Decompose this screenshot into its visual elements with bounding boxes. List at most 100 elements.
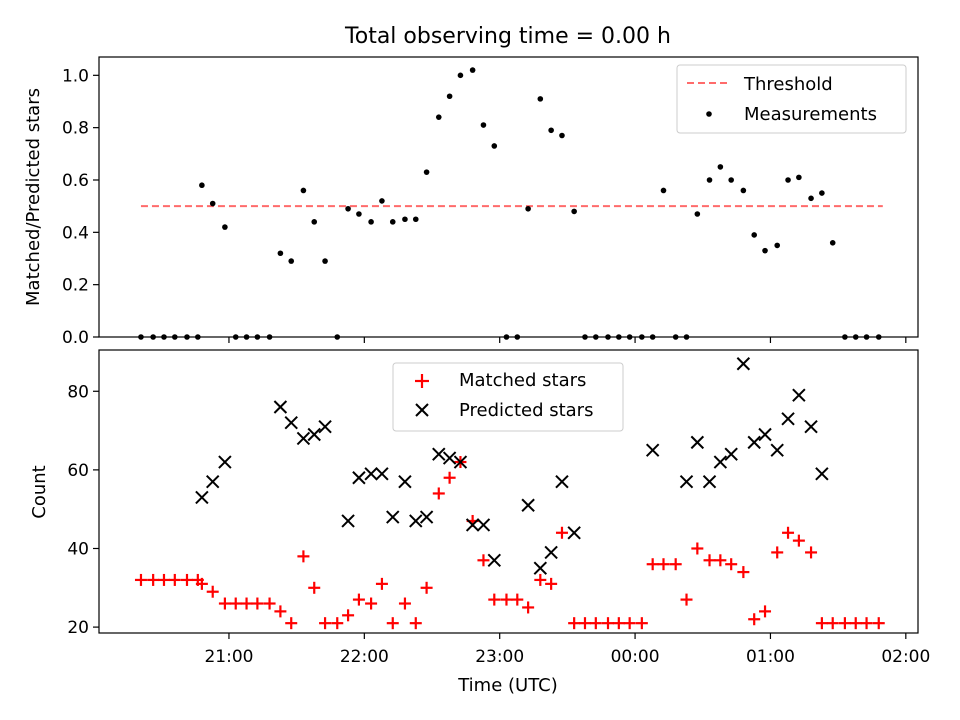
matched-stars-point — [500, 593, 513, 606]
matched-stars-point — [147, 573, 160, 586]
matched-stars-point — [488, 593, 501, 606]
matched-stars-point — [578, 617, 591, 630]
measurements-point — [660, 187, 667, 194]
count-y-axis-label: Count — [29, 465, 50, 518]
ratio-y-tick-label: 0.4 — [62, 223, 89, 243]
measurements-point — [412, 216, 419, 223]
legend-predicted-label: Predicted stars — [459, 400, 593, 421]
matched-stars-point — [365, 597, 378, 610]
predicted-stars-point — [781, 412, 795, 426]
predicted-stars-point — [453, 455, 468, 469]
matched-stars-point — [168, 573, 181, 586]
predicted-stars-point — [713, 455, 728, 469]
predicted-stars-point — [521, 498, 535, 512]
matched-stars-point — [623, 617, 636, 630]
matched-stars-point — [522, 601, 535, 614]
matched-stars-point — [860, 617, 873, 630]
count-legend-frame — [392, 362, 624, 432]
ratio-y-tick-label: 0.0 — [62, 328, 89, 348]
matched-stars-point — [134, 573, 147, 586]
ratio-legend: Threshold Measurements — [676, 64, 907, 134]
ratio-panel: 0.0 0.2 0.4 0.6 0.8 1.0 Matched/Predicted sta… — [23, 56, 919, 348]
measurements-point — [559, 132, 565, 139]
x-tick-label: 21:00 — [204, 647, 253, 667]
measurements-point — [728, 177, 734, 183]
matched-stars-point — [771, 546, 784, 559]
measurements-point — [402, 216, 408, 223]
measurements-point — [571, 208, 577, 215]
matched-stars-point — [612, 617, 625, 630]
predicted-stars-point — [419, 510, 434, 524]
ratio-axes-frame — [98, 56, 919, 338]
measurements-point — [199, 182, 205, 189]
predicted-stars-point — [409, 514, 423, 528]
matched-stars-point — [206, 585, 219, 598]
matched-stars-point — [157, 573, 170, 586]
matched-stars-point — [308, 581, 321, 594]
predicted-stars-point — [487, 553, 501, 567]
ratio-y-tick-label: 0.6 — [62, 171, 89, 191]
predicted-stars-point — [273, 400, 288, 414]
measurements-point — [356, 211, 362, 217]
predicted-stars-point — [432, 447, 446, 461]
measurements-point — [706, 177, 713, 183]
predicted-stars-point — [318, 419, 332, 434]
x-tick-label: 22:00 — [340, 647, 389, 667]
measurements-point — [389, 219, 396, 225]
predicted-stars-point — [770, 443, 784, 457]
matched-stars-point — [555, 526, 568, 539]
predicted-stars-point — [815, 467, 829, 481]
measurements-point — [694, 211, 701, 217]
count-x-ticks: 21:00 22:00 23:00 00:00 01:00 02:00 — [204, 633, 930, 667]
measurements-point — [740, 187, 747, 194]
matched-stars-point — [680, 593, 693, 606]
matched-stars-point — [195, 577, 208, 590]
predicted-stars-point — [804, 419, 818, 434]
predicted-stars-point — [206, 474, 220, 489]
ratio-legend-frame — [676, 64, 907, 134]
count-plot-area — [134, 357, 885, 630]
ratio-y-axis-label: Matched/Predicted stars — [23, 88, 44, 306]
predicted-stars-point — [792, 388, 806, 402]
matched-stars-point — [331, 617, 344, 630]
measurements-point — [345, 205, 351, 212]
matched-stars-point — [748, 613, 761, 626]
matched-stars-point — [838, 617, 851, 630]
predicted-stars-point — [724, 447, 738, 461]
ratio-y-tick-label: 0.2 — [62, 276, 89, 296]
matched-stars-point — [352, 593, 365, 606]
x-tick-label: 01:00 — [746, 647, 795, 667]
matched-stars-point — [375, 577, 388, 590]
ratio-y-tick-label: 1.0 — [62, 66, 89, 86]
measurements-point — [762, 247, 768, 254]
measurements-point — [548, 127, 554, 134]
predicted-stars-point — [758, 427, 772, 442]
legend-measurements-swatch — [706, 111, 712, 117]
matched-stars-point — [669, 558, 682, 571]
matched-stars-point — [386, 617, 399, 630]
x-tick-label: 02:00 — [881, 647, 930, 667]
x-tick-label: 00:00 — [611, 647, 660, 667]
legend-measurements-label: Measurements — [744, 104, 877, 125]
matched-stars-point — [240, 597, 253, 610]
predicted-stars-point — [296, 431, 311, 446]
matched-stars-point — [477, 554, 490, 567]
matched-stars-point — [657, 558, 670, 571]
predicted-stars-point — [442, 451, 457, 465]
ratio-y-ticks: 0.0 0.2 0.4 0.6 0.8 1.0 — [62, 66, 99, 348]
measurements-point — [457, 72, 464, 79]
legend-matched-label: Matched stars — [459, 370, 586, 391]
count-legend: Matched stars Predicted stars — [392, 362, 624, 432]
x-tick-label: 23:00 — [475, 647, 524, 667]
matched-stars-point — [635, 617, 648, 630]
matched-stars-point — [229, 597, 242, 610]
predicted-stars-point — [352, 471, 366, 485]
predicted-stars-point — [341, 514, 355, 528]
legend-matched-swatch — [415, 374, 429, 388]
predicted-stars-point — [567, 526, 581, 540]
measurements-point — [469, 67, 476, 73]
measurements-point — [435, 114, 442, 120]
matched-stars-point — [792, 534, 805, 547]
